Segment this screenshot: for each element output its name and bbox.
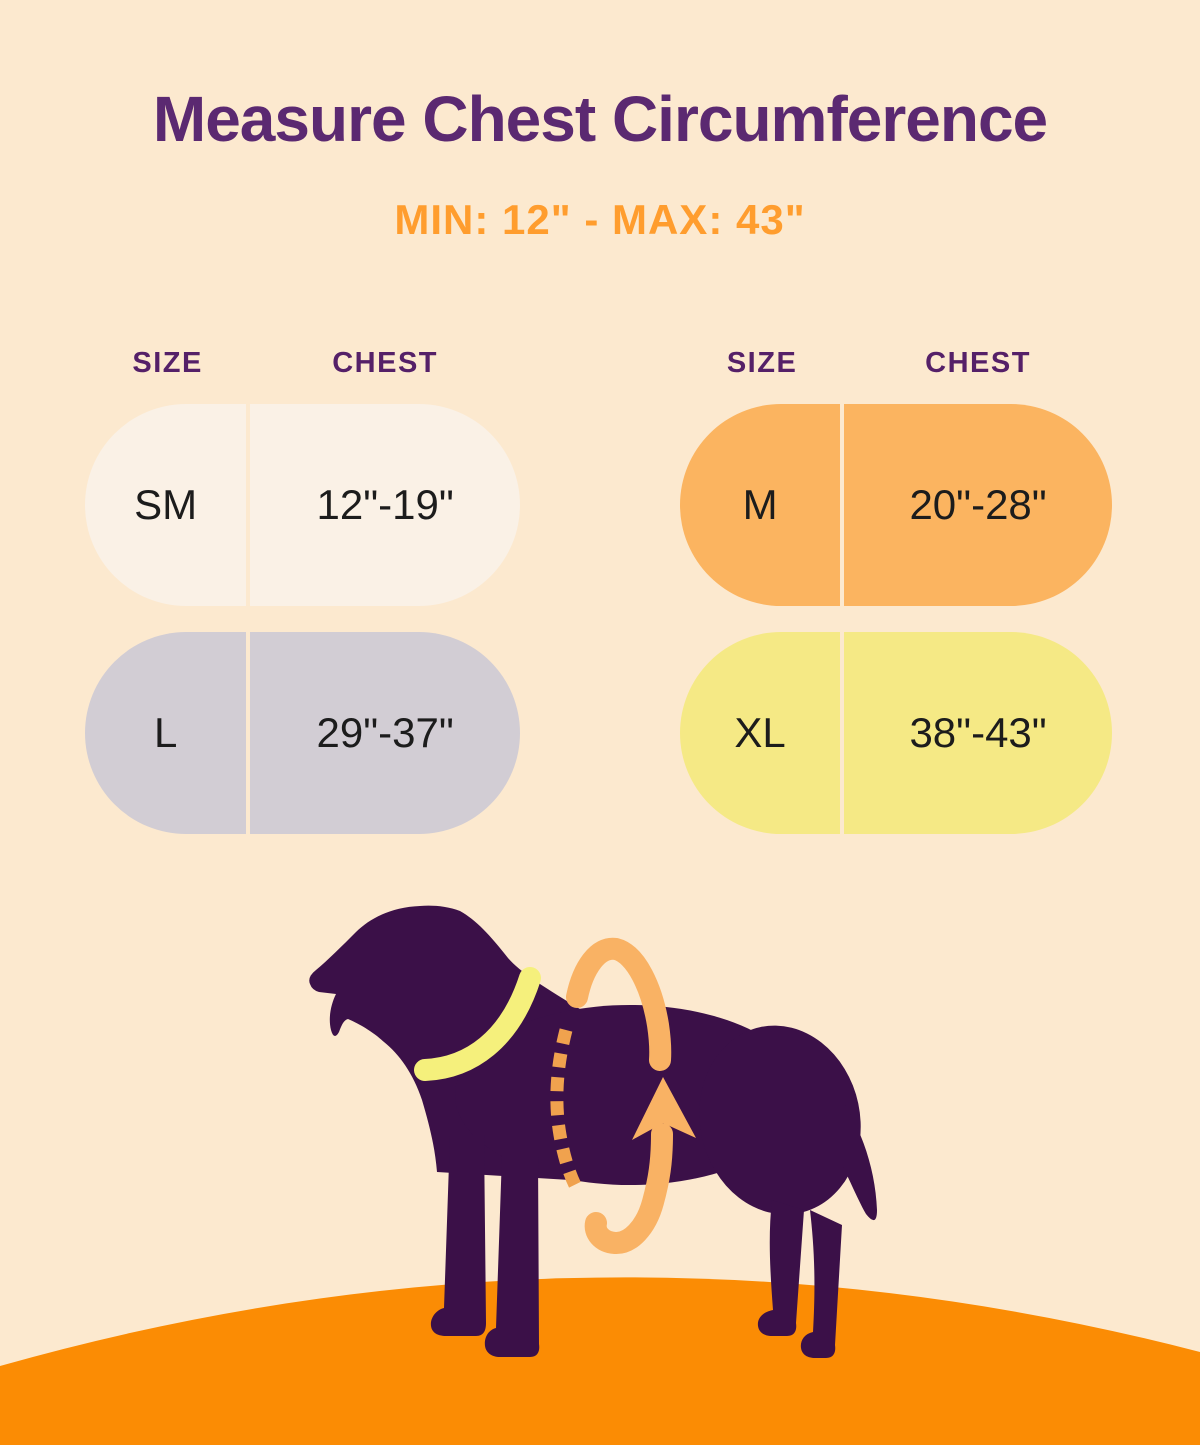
table-header-row: SIZE CHEST [680,346,1112,380]
dog-silhouette-icon [309,905,877,1358]
size-row-xl: XL 38"-43" [680,632,1112,834]
size-row-l: L 29"-37" [85,632,520,834]
chest-range-value: 20"-28" [909,481,1047,528]
column-header-chest: CHEST [332,347,439,379]
size-tables: SIZE CHEST SM 12"-19" L 29"-37" SIZE CHE… [0,346,1200,846]
chest-range-value: 12"-19" [316,481,454,528]
size-value: XL [680,632,845,834]
chest-range-value: 38"-43" [909,709,1047,756]
size-row-m: M 20"-28" [680,404,1112,606]
range-subtitle: MIN: 12" - MAX: 43" [394,196,806,243]
column-header-size: SIZE [726,347,798,379]
column-header-chest: CHEST [925,347,1031,379]
size-table-right: SIZE CHEST M 20"-28" XL 38"-43" [680,346,1112,860]
dog-collar-icon [414,967,541,1081]
ground-hill-shape [0,1277,1200,1445]
size-value: L [85,632,251,834]
size-row-sm: SM 12"-19" [85,404,520,606]
chest-range-value: 29"-37" [316,709,454,756]
size-table-left: SIZE CHEST SM 12"-19" L 29"-37" [85,346,520,860]
chest-dashed-line-icon [550,1028,581,1188]
size-value: M [680,404,845,606]
chest-measure-arrow-icon [566,937,696,1254]
size-value: SM [85,404,251,606]
column-header-size: SIZE [132,347,203,379]
page-title: Measure Chest Circumference [152,83,1048,155]
table-header-row: SIZE CHEST [85,346,520,380]
